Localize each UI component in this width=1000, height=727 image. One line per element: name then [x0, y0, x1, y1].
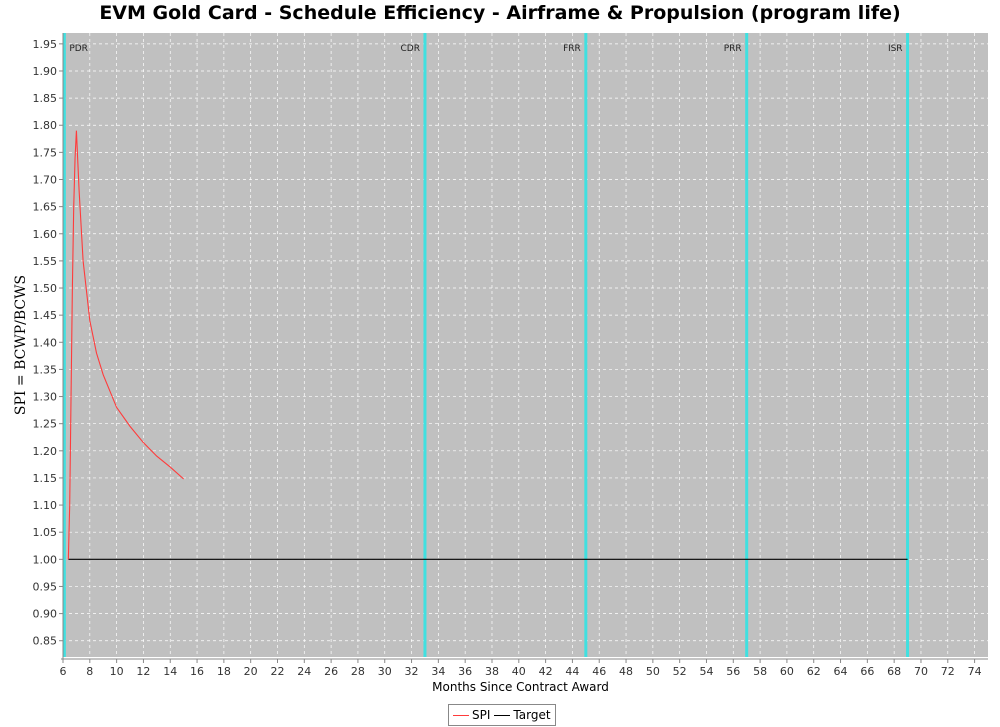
- y-axis-title: SPI = BCWP/BCWS: [13, 275, 29, 415]
- y-tick-label: 1.70: [33, 174, 58, 187]
- x-tick-label: 40: [512, 665, 526, 678]
- y-tick-label: 1.80: [33, 119, 58, 132]
- y-tick-label: 1.00: [33, 553, 58, 566]
- plot-background: [63, 33, 988, 657]
- x-tick-label: 68: [887, 665, 901, 678]
- y-tick-label: 1.30: [33, 391, 58, 404]
- y-tick-label: 1.75: [33, 146, 58, 159]
- x-tick-label: 20: [244, 665, 258, 678]
- x-tick-label: 38: [485, 665, 499, 678]
- milestone-label-prr: PRR: [724, 44, 742, 54]
- x-tick-label: 32: [405, 665, 419, 678]
- milestone-label-pdr: PDR: [69, 44, 88, 54]
- milestone-label-cdr: CDR: [400, 44, 419, 54]
- y-tick-label: 0.85: [33, 635, 58, 648]
- milestone-label-isr: ISR: [888, 44, 903, 54]
- y-tick-label: 1.15: [33, 472, 58, 485]
- y-tick-label: 0.95: [33, 580, 58, 593]
- y-tick-label: 1.10: [33, 499, 58, 512]
- chart-legend: SPI Target: [448, 704, 556, 726]
- x-tick-label: 48: [619, 665, 633, 678]
- y-tick-label: 1.60: [33, 228, 58, 241]
- x-tick-label: 54: [699, 665, 713, 678]
- x-tick-label: 14: [163, 665, 177, 678]
- legend-item-target: Target: [494, 708, 551, 722]
- x-tick-label: 64: [834, 665, 848, 678]
- x-tick-label: 16: [190, 665, 204, 678]
- x-tick-label: 36: [458, 665, 472, 678]
- y-tick-label: 1.35: [33, 363, 58, 376]
- y-tick-label: 1.40: [33, 336, 58, 349]
- chart-title: EVM Gold Card - Schedule Efficiency - Ai…: [99, 2, 901, 24]
- series-line-spi: [67, 130, 185, 560]
- legend-label-spi: SPI: [472, 708, 491, 722]
- x-tick-label: 60: [780, 665, 794, 678]
- x-tick-label: 66: [860, 665, 874, 678]
- y-tick-label: 1.20: [33, 445, 58, 458]
- y-tick-label: 1.50: [33, 282, 58, 295]
- x-tick-label: 18: [217, 665, 231, 678]
- x-tick-label: 44: [565, 665, 579, 678]
- x-tick-label: 74: [968, 665, 982, 678]
- x-tick-label: 24: [297, 665, 311, 678]
- x-tick-label: 12: [136, 665, 150, 678]
- x-tick-label: 8: [86, 665, 93, 678]
- x-tick-label: 58: [753, 665, 767, 678]
- milestone-label-frr: FRR: [563, 44, 581, 54]
- x-tick-label: 50: [646, 665, 660, 678]
- legend-swatch-spi: [453, 714, 469, 716]
- y-tick-label: 1.65: [33, 201, 58, 214]
- y-tick-label: 1.45: [33, 309, 58, 322]
- y-tick-label: 1.55: [33, 255, 58, 268]
- legend-item-spi: SPI: [453, 708, 490, 722]
- legend-swatch-target: [494, 714, 511, 716]
- x-tick-label: 6: [60, 665, 67, 678]
- y-tick-label: 1.05: [33, 526, 58, 539]
- x-axis-title: Months Since Contract Award: [432, 680, 609, 694]
- x-tick-label: 62: [807, 665, 821, 678]
- x-tick-label: 22: [270, 665, 284, 678]
- x-tick-label: 42: [539, 665, 553, 678]
- x-tick-label: 72: [941, 665, 955, 678]
- x-tick-label: 34: [431, 665, 445, 678]
- x-tick-label: 56: [726, 665, 740, 678]
- y-tick-label: 1.85: [33, 92, 58, 105]
- x-tick-label: 28: [351, 665, 365, 678]
- x-tick-label: 52: [673, 665, 687, 678]
- y-tick-label: 0.90: [33, 608, 58, 621]
- x-tick-label: 26: [324, 665, 338, 678]
- legend-label-target: Target: [513, 708, 551, 722]
- y-tick-label: 1.25: [33, 418, 58, 431]
- y-tick-label: 1.95: [33, 38, 58, 51]
- y-tick-label: 1.90: [33, 65, 58, 78]
- x-tick-label: 30: [378, 665, 392, 678]
- x-tick-label: 70: [914, 665, 928, 678]
- x-tick-label: 46: [592, 665, 606, 678]
- x-tick-label: 10: [110, 665, 124, 678]
